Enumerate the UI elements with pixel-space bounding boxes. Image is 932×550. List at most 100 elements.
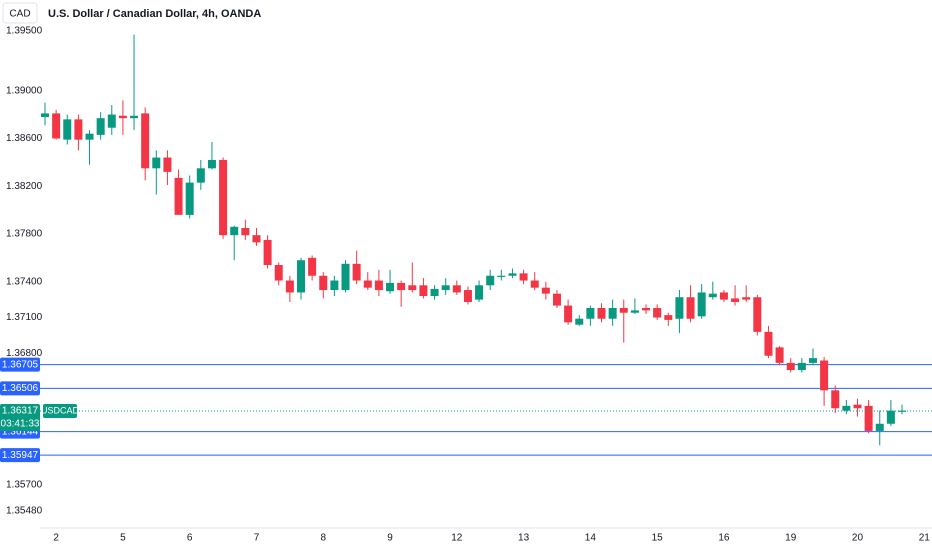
candle-body	[308, 257, 317, 276]
candle-body	[831, 390, 840, 409]
candle-body	[41, 113, 49, 117]
candle-body	[419, 285, 428, 297]
x-tick-label: 2	[53, 533, 59, 544]
candle-body	[675, 297, 684, 319]
x-tick-label: 16	[718, 533, 730, 544]
candle-body	[731, 298, 740, 303]
candle-body	[118, 115, 127, 119]
x-tick-label: 6	[187, 533, 193, 544]
level-label: 1.36144	[2, 426, 39, 437]
candle-body	[363, 280, 372, 288]
candle-body	[185, 182, 194, 215]
candle-body	[886, 410, 895, 424]
candle-body	[864, 405, 873, 431]
candle-body	[408, 285, 417, 291]
y-tick-label: 1.39500	[6, 26, 43, 37]
candle-body	[664, 315, 673, 320]
candle-body	[586, 307, 595, 319]
candle-body	[898, 410, 907, 412]
y-tick-label: 1.39000	[6, 85, 43, 96]
x-tick-label: 21	[919, 533, 931, 544]
candle-body	[653, 307, 662, 318]
candle-body	[552, 293, 561, 306]
candle-body	[252, 235, 261, 243]
candle-body	[441, 285, 450, 291]
x-tick-label: 9	[387, 533, 393, 544]
candle-body	[386, 282, 395, 292]
x-tick-label: 19	[785, 533, 797, 544]
candle-body	[508, 273, 517, 276]
candle-body	[241, 227, 250, 236]
candle-body	[107, 114, 116, 128]
candle-body	[330, 280, 339, 291]
candle-body	[853, 404, 862, 409]
y-tick-label: 1.35700	[6, 479, 43, 490]
y-tick-label: 1.37400	[6, 276, 43, 287]
candle-body	[141, 113, 150, 169]
currency[interactable]: CAD	[9, 9, 30, 20]
candle-body	[786, 362, 795, 371]
candle-body	[341, 263, 350, 291]
chart-title: U.S. Dollar / Canadian Dollar, 4h, OANDA	[48, 8, 261, 20]
candle-body	[619, 307, 628, 313]
currency-box[interactable]	[2, 2, 38, 24]
candle-body	[285, 280, 294, 293]
candle-body	[719, 292, 728, 300]
candle-body	[130, 115, 139, 119]
x-tick-label: 15	[652, 533, 664, 544]
candle-body	[775, 347, 784, 363]
x-tick-label: 7	[254, 533, 260, 544]
candle-body	[575, 318, 584, 325]
y-tick-label: 1.38200	[6, 181, 43, 192]
candle-body	[608, 307, 617, 319]
candle-body	[463, 290, 472, 303]
candle-body	[397, 282, 406, 291]
y-tick-label: 1.35480	[6, 506, 43, 517]
candle-body	[85, 133, 94, 140]
candle-body	[642, 307, 651, 311]
candle-body	[196, 168, 205, 183]
y-tick-label: 1.37100	[6, 312, 43, 323]
candle-body	[174, 177, 183, 215]
x-tick-label: 20	[852, 533, 864, 544]
candle-body	[96, 118, 105, 135]
candle-body	[742, 297, 751, 300]
x-tick-label: 13	[518, 533, 530, 544]
x-tick-label: 14	[585, 533, 597, 544]
level-label: 1.36705	[2, 359, 39, 370]
candle-body	[686, 297, 695, 319]
candle-body	[753, 297, 762, 332]
level-label-box	[0, 357, 40, 372]
candle-body	[497, 275, 506, 277]
candle-body	[163, 157, 172, 172]
symbol-box	[43, 403, 77, 418]
candle-body	[319, 275, 328, 291]
countdown: 03:41:33	[1, 419, 40, 430]
candle-body	[230, 226, 239, 236]
candle-body	[486, 275, 495, 286]
candle-body	[52, 113, 61, 139]
level-label: 1.35947	[2, 450, 39, 461]
last-price-box	[0, 403, 40, 431]
candle-body	[74, 119, 83, 140]
candle-body	[263, 239, 272, 265]
level-label: 1.36506	[2, 383, 39, 394]
candle-body	[764, 331, 773, 356]
candle-body	[374, 280, 383, 291]
y-tick-label: 1.37800	[6, 229, 43, 240]
candle-body	[430, 288, 439, 297]
level-label-box	[0, 381, 40, 396]
candle-body	[564, 305, 573, 323]
candle-body	[63, 119, 72, 140]
candle-body	[797, 362, 806, 371]
last-price-label: 1.36317	[2, 406, 39, 417]
candle-body	[875, 423, 884, 431]
level-label-box	[0, 448, 40, 463]
candle-body	[207, 159, 216, 169]
x-tick-label: 12	[451, 533, 463, 544]
candle-body	[152, 157, 161, 169]
x-tick-label: 8	[320, 533, 326, 544]
candle-body	[541, 287, 550, 294]
candle-body	[452, 285, 461, 293]
